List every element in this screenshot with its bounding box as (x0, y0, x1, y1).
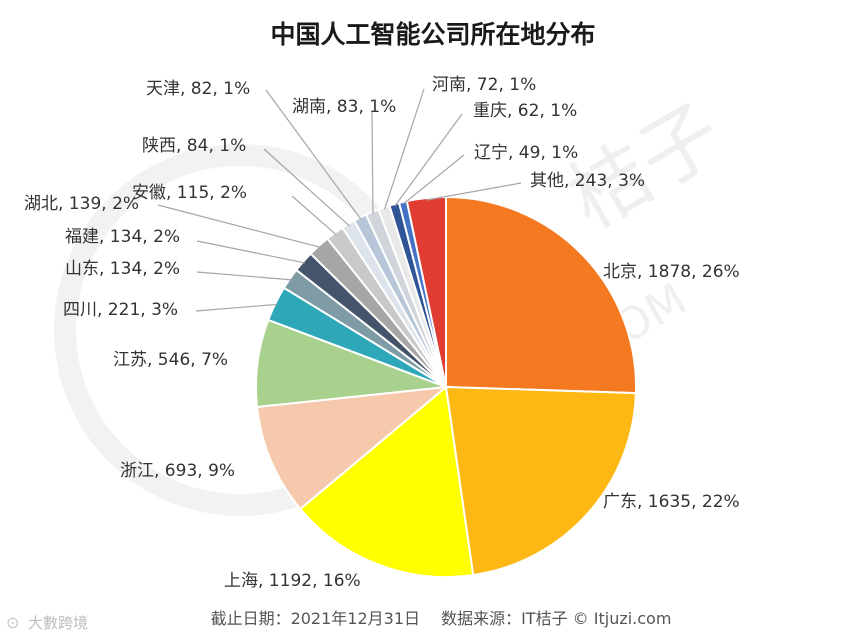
slice-label-其他: 其他, 243, 3% (530, 171, 645, 191)
leader-line-湖北 (157, 204, 321, 248)
pie-slice-上海 (298, 385, 475, 578)
leader-line-四川 (195, 303, 278, 312)
leader-line-重庆 (394, 113, 463, 207)
slice-label-辽宁: 辽宁, 49, 1% (474, 143, 578, 163)
leader-line-福建 (196, 240, 305, 264)
slice-label-湖北: 湖北, 139, 2% (24, 194, 139, 214)
leader-line-其他 (426, 182, 522, 201)
slice-label-山东: 山东, 134, 2% (65, 259, 180, 279)
slice-label-河南: 河南, 72, 1% (432, 75, 536, 95)
svg-text:桔子: 桔子 (553, 86, 738, 247)
slice-label-四川: 四川, 221, 3% (63, 300, 178, 320)
pie-slices (255, 195, 637, 578)
leader-line-陕西 (263, 148, 350, 227)
source-logo-icon: ⊙ (6, 613, 19, 632)
slice-label-上海: 上海, 1192, 16% (224, 571, 361, 591)
slice-label-重庆: 重庆, 62, 1% (473, 101, 577, 121)
slice-label-湖南: 湖南, 83, 1% (292, 97, 396, 117)
leader-line-辽宁 (403, 154, 465, 205)
pie-slice-浙江 (255, 385, 450, 511)
slice-labels: 北京, 1878, 26% 广东, 1635, 22% 上海, 1192, 16% 浙… (24, 75, 740, 591)
leader-lines (157, 88, 522, 312)
pie-slice-北京 (445, 195, 637, 395)
source-mark-text: 大數跨境 (28, 614, 88, 632)
slice-label-广东: 广东, 1635, 22% (603, 492, 740, 512)
chart-title: 中国人工智能公司所在地分布 (270, 20, 595, 49)
leader-line-安徽 (291, 195, 337, 236)
source-mark: ⊙ 大數跨境 (6, 613, 88, 632)
slice-label-江苏: 江苏, 546, 7% (113, 350, 228, 370)
leader-line-河南 (384, 88, 425, 210)
leader-line-天津 (265, 89, 362, 220)
slice-label-天津: 天津, 82, 1% (146, 79, 250, 99)
footer-source: 截止日期：2021年12月31日 数据来源：IT桔子 © Itjuzi.com (211, 609, 672, 628)
slice-label-福建: 福建, 134, 2% (65, 227, 180, 247)
leader-line-湖南 (371, 111, 374, 214)
leader-line-山东 (196, 271, 292, 281)
pie-slice-广东 (444, 385, 637, 577)
slice-label-北京: 北京, 1878, 26% (603, 262, 740, 282)
slice-label-陕西: 陕西, 84, 1% (142, 136, 246, 156)
slice-label-浙江: 浙江, 693, 9% (120, 461, 235, 481)
slice-label-安徽: 安徽, 115, 2% (132, 183, 247, 203)
